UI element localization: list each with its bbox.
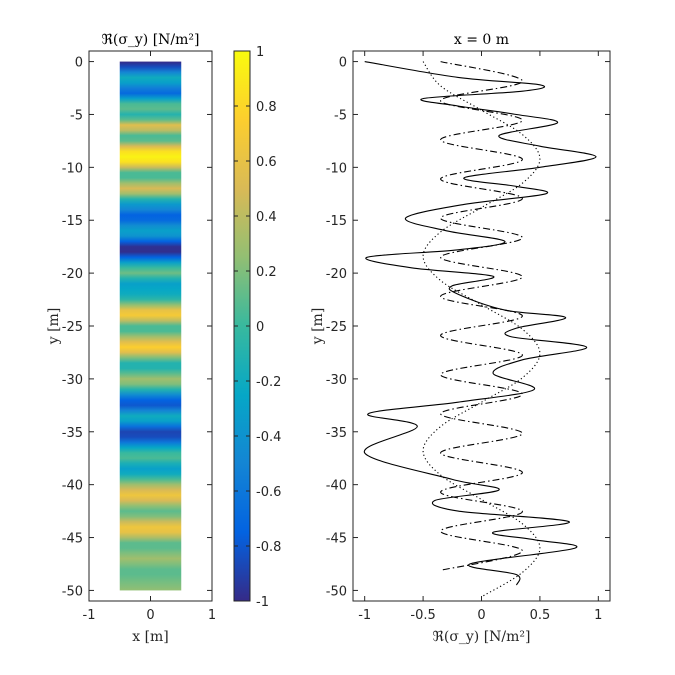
y-tick-label: -35 (62, 426, 83, 441)
colorbar-tick-label: -0.8 (256, 540, 281, 555)
y-tick-label: -50 (62, 584, 83, 599)
y-tick-label: -35 (326, 426, 347, 441)
y-tick-label: -30 (326, 373, 347, 388)
colorbar-tick-label: 0 (256, 320, 264, 335)
y-tick-label: 0 (75, 56, 83, 71)
line-y-label: y [m] (310, 308, 326, 346)
y-tick-label: -25 (62, 320, 83, 335)
y-tick-label: -50 (326, 584, 347, 599)
x-tick-label: 0 (477, 608, 485, 623)
y-tick-label: -20 (62, 267, 83, 282)
line-y-ticks: 0 -5 -10 -15 -20 -25 -30 -35 -40 -45 -50 (326, 56, 610, 599)
colorbar-tick-label: -1 (256, 595, 269, 610)
heatmap-y-label: y [m] (46, 308, 62, 346)
y-tick-label: -10 (62, 161, 83, 176)
heatmap-panel: 0-5-10-15-20-25-30-35-40-45-50 -1 0 1 ℜ(σ_… (46, 32, 216, 645)
y-tick-label: 0 (339, 56, 347, 71)
colorbar-tick-label: 0.4 (256, 210, 277, 225)
x-tick-label: 1 (208, 608, 216, 623)
y-tick-label: -30 (62, 373, 83, 388)
line-x-label: ℜ(σ_y) [N/m²] (432, 629, 530, 645)
series-line-dashdot (440, 61, 523, 571)
colorbar: 1 0.8 0.6 0.4 0.2 0 -0.2 -0.4 -0.6 -0.8 -1 (233, 45, 281, 610)
x-tick-label: -1 (358, 608, 371, 623)
x-tick-label: 1 (594, 608, 602, 623)
y-tick-label: -15 (62, 214, 83, 229)
colorbar-tick-label: -0.2 (256, 375, 281, 390)
line-series-group (364, 61, 597, 598)
line-x-ticks: -1 -0.5 0 0.5 1 (358, 51, 602, 623)
y-tick-label: -40 (326, 479, 347, 494)
x-tick-label: -1 (83, 608, 96, 623)
series-line-dotted (422, 61, 541, 598)
y-tick-label: -10 (326, 161, 347, 176)
y-tick-label: -45 (326, 532, 347, 547)
y-tick-label: -5 (70, 108, 83, 123)
y-tick-label: -20 (326, 267, 347, 282)
y-tick-label: -15 (326, 214, 347, 229)
series-line-solid (364, 61, 597, 586)
heatmap-x-label: x [m] (132, 629, 169, 645)
y-tick-label: -45 (62, 532, 83, 547)
heatmap-title: ℜ(σ_y) [N/m²] (101, 32, 199, 48)
colorbar-tick-label: -0.6 (256, 485, 281, 500)
heatmap-y-ticks: 0 -5 -10 -15 -20 -25 -30 -35 -40 -45 -50 (62, 56, 212, 599)
x-tick-label: -0.5 (410, 608, 435, 623)
y-tick-label: -25 (326, 320, 347, 335)
colorbar-tick-label: -0.4 (256, 430, 281, 445)
x-tick-label: 0 (146, 608, 154, 623)
y-tick-label: -40 (62, 479, 83, 494)
colorbar-gradient (234, 51, 250, 601)
colorbar-tick-label: 0.2 (256, 265, 277, 280)
x-tick-label: 0.5 (530, 608, 551, 623)
y-tick-label: -5 (334, 108, 347, 123)
line-title: x = 0 m (454, 32, 509, 48)
heatmap-x-ticks: -1 0 1 (83, 51, 216, 623)
colorbar-tick-label: 0.8 (256, 100, 277, 115)
line-panel: 0 -5 -10 -15 -20 -25 -30 -35 -40 -45 -50 -1 -0.5 0 0.… (310, 32, 611, 645)
heatmap-strip (119, 61, 182, 591)
colorbar-ticks: 1 0.8 0.6 0.4 0.2 0 -0.2 -0.4 -0.6 -0.8 -1 (234, 45, 281, 610)
colorbar-tick-label: 0.6 (256, 155, 277, 170)
colorbar-tick-label: 1 (256, 45, 264, 60)
